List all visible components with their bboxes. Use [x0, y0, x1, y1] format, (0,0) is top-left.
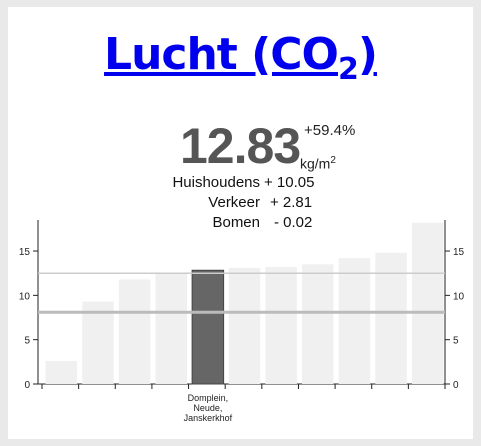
x-label-line-1: Neude,: [193, 403, 222, 413]
kpi-change: +59.4%: [304, 122, 356, 139]
kpi-value: 12.83: [180, 118, 301, 174]
bar-3: [155, 273, 187, 384]
breakdown-value-verkeer: + 2.81: [270, 194, 313, 211]
title-link[interactable]: Lucht (CO2): [8, 29, 473, 87]
x-label-line-0: Domplein,: [188, 393, 229, 403]
bar-2: [118, 279, 151, 384]
y-tick-label-right-10: 10: [453, 291, 465, 302]
breakdown-value-huishoudens: + 10.05: [264, 174, 315, 191]
title-main: Lucht (CO: [104, 29, 339, 80]
y-tick-label-left-15: 15: [19, 247, 31, 258]
breakdown-label-verkeer: Verkeer: [208, 194, 260, 211]
breakdown-value-bomen: - 0.02: [274, 214, 313, 231]
breakdown-label-huishoudens: Huishoudens: [172, 174, 260, 191]
bar-chart: 0 0 5 5 10 10 15 15 Domplein,Neude,Janskerkhof: [19, 220, 465, 423]
y-tick-label-left-10: 10: [19, 291, 31, 302]
y-tick-label-right-5: 5: [453, 336, 459, 347]
x-label-line-2: Janskerkhof: [184, 413, 233, 423]
bar-6: [265, 266, 297, 384]
title-close: ): [357, 29, 378, 80]
kpi-unit: kg/m2: [300, 155, 336, 172]
y-tick-label-left-0: 0: [24, 380, 30, 391]
bar-4: [191, 269, 225, 385]
unit-exponent: 2: [330, 155, 336, 166]
bar-7: [302, 264, 334, 384]
bar-5: [228, 267, 261, 384]
bar-9: [375, 252, 407, 384]
y-tick-label-right-0: 0: [453, 380, 459, 391]
bar-8: [338, 258, 371, 384]
bar-0: [45, 360, 78, 384]
chart-card: Lucht (CO2) 12.83 +59.4% kg/m2 Huishoude…: [8, 7, 473, 439]
kpi-block: 12.83 +59.4% kg/m2 Huishoudens + 10.05 V…: [8, 7, 473, 237]
y-tick-label-right-15: 15: [453, 247, 465, 258]
title-subscript: 2: [337, 52, 359, 87]
bar-1: [82, 301, 114, 384]
unit-base: kg/m: [300, 155, 331, 172]
y-tick-label-left-5: 5: [24, 336, 30, 347]
breakdown-label-bomen: Bomen: [212, 214, 260, 231]
bar-10: [411, 222, 444, 384]
